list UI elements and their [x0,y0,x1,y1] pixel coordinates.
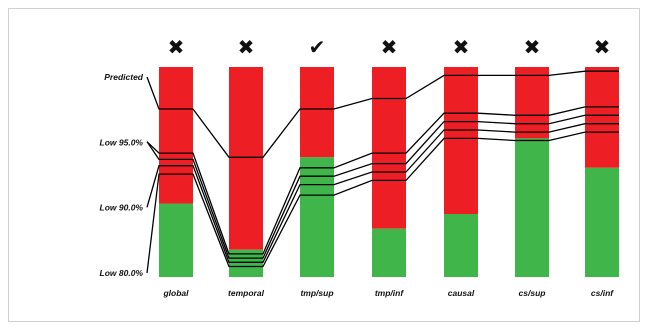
bar-green-causal [444,214,478,277]
bar-red-tmp-sup [300,67,334,158]
bar-green-tmp-sup [300,157,334,277]
line-label: Low 95.0% [100,137,144,147]
series-line-low-90-0- [146,123,619,263]
check-icon: ✔ [309,35,326,59]
category-label: global [162,288,189,298]
series-line [146,114,619,259]
cross-icon: ✖ [381,35,398,59]
bar-red-cs-sup [515,67,549,139]
category-label: temporal [228,288,265,298]
category-label: tmp/sup [300,288,333,298]
series-line-predicted [146,70,619,158]
line-label: Low 80.0% [100,268,144,278]
series-line-low-80-0- [146,131,619,274]
bar-red-temporal [229,67,263,250]
cross-icon: ✖ [594,35,611,59]
bar-red-tmp-inf [372,67,406,229]
bar-green-cs-inf [585,167,619,277]
chart-frame: ✖ global ✖ temporal ✔ tmp/sup ✖ tmp/inf ✖ causal ✖… [8,8,640,322]
category-label: cs/sup [519,288,546,298]
line-label: Low 90.0% [100,203,144,213]
category-label: tmp/inf [375,288,404,298]
series-line-low-95-0- [146,106,619,255]
cross-icon: ✖ [453,35,470,59]
category-label: causal [448,288,475,298]
line-label: Predicted [104,72,144,82]
bar-green-tmp-inf [372,228,406,277]
category-label: cs/inf [591,288,614,298]
bar-red-cs-inf [585,67,619,168]
cross-icon: ✖ [238,35,255,59]
bar-green-global [159,203,193,277]
stacked-bar-chart: ✖ global ✖ temporal ✔ tmp/sup ✖ tmp/inf ✖ causal ✖… [100,35,619,298]
cross-icon: ✖ [524,35,541,59]
cross-icon: ✖ [168,35,185,59]
bar-green-cs-sup [515,138,549,277]
bar-red-causal [444,67,478,214]
bar-red-global [159,67,193,204]
